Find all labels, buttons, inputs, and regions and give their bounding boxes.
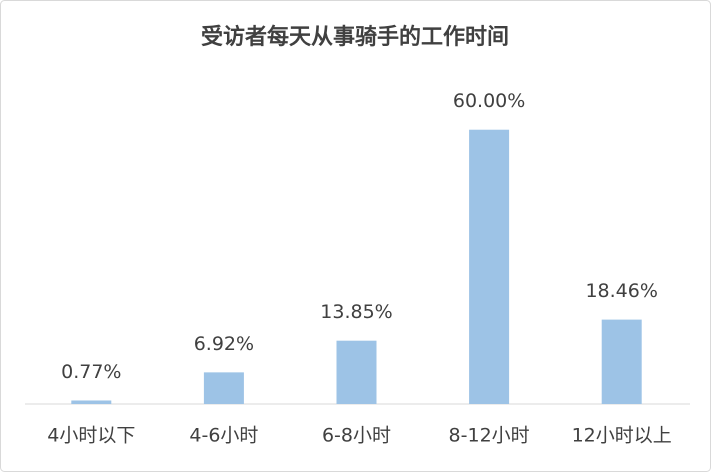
x-tick-label: 8-12小时 xyxy=(449,425,530,447)
bar xyxy=(71,400,112,404)
x-tick-label: 12小时以上 xyxy=(572,425,672,447)
x-tick-label: 4-6小时 xyxy=(189,425,258,447)
data-label: 6.92% xyxy=(194,333,254,355)
bar xyxy=(203,372,244,404)
x-tick-label: 4小时以下 xyxy=(47,425,135,447)
data-label: 18.46% xyxy=(585,280,657,302)
data-label: 13.85% xyxy=(320,301,392,323)
x-tick-label: 6-8小时 xyxy=(322,425,391,447)
data-label: 60.00% xyxy=(453,90,525,112)
bar xyxy=(601,319,642,404)
bar xyxy=(469,129,510,404)
chart-title: 受访者每天从事骑手的工作时间 xyxy=(201,24,509,50)
data-label: 0.77% xyxy=(61,361,121,383)
bar xyxy=(336,340,377,404)
